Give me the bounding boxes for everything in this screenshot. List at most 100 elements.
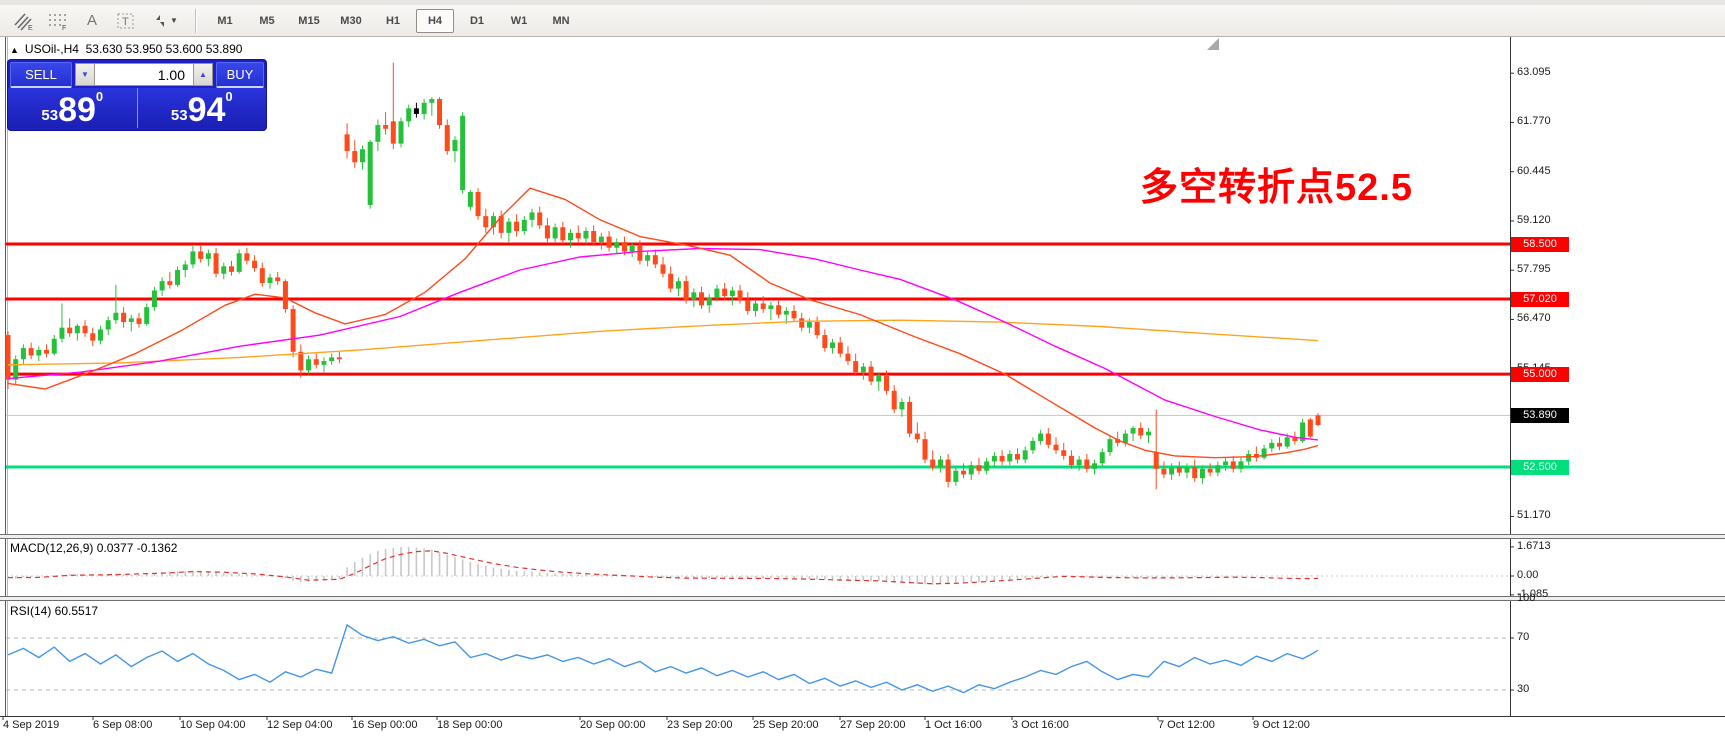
candle-body bbox=[598, 236, 604, 243]
candle-body bbox=[1261, 448, 1267, 458]
candle-body bbox=[290, 309, 296, 352]
candle-body bbox=[783, 310, 789, 315]
buy-button[interactable]: BUY bbox=[216, 61, 264, 88]
candle-body bbox=[398, 121, 404, 144]
candle-body bbox=[82, 325, 88, 334]
candle-body bbox=[1307, 419, 1313, 437]
price-tag-52.500[interactable]: 52.500 bbox=[1511, 459, 1569, 475]
time-tick-label: 4 Sep 2019 bbox=[3, 719, 60, 731]
candle-body bbox=[1176, 467, 1182, 473]
price-tick-label: 51.170 bbox=[1517, 509, 1551, 522]
candle-body bbox=[1068, 455, 1074, 466]
scroll-to-end-marker-icon bbox=[1207, 38, 1219, 50]
tf-button-m15[interactable]: M15 bbox=[298, 14, 320, 27]
candle-body bbox=[621, 242, 627, 252]
candle-body bbox=[51, 338, 57, 354]
tf-button-m30[interactable]: M30 bbox=[340, 14, 362, 27]
candle-body bbox=[1115, 439, 1121, 443]
candle-body bbox=[1292, 437, 1298, 442]
candle-body bbox=[159, 281, 165, 291]
candle-body bbox=[791, 310, 797, 319]
tf-button-h4[interactable]: H4 bbox=[416, 8, 454, 33]
candle-body bbox=[637, 245, 643, 261]
time-tick-label: 12 Sep 04:00 bbox=[267, 719, 333, 731]
text-box-tool-icon[interactable]: T bbox=[110, 8, 142, 34]
candle-body bbox=[1053, 444, 1059, 451]
candle-body bbox=[1169, 467, 1175, 475]
grid-tool-icon[interactable]: F bbox=[42, 8, 74, 34]
price-tick-label: 57.795 bbox=[1517, 263, 1551, 276]
candle-body bbox=[899, 401, 905, 410]
candle-body bbox=[1300, 422, 1306, 442]
tf-button-m5[interactable]: M5 bbox=[259, 14, 275, 27]
macd-tick-label: 1.6713 bbox=[1517, 539, 1551, 552]
price-tag-55.000[interactable]: 55.000 bbox=[1511, 366, 1569, 382]
candle-body bbox=[922, 439, 928, 460]
tf-button-w1[interactable]: W1 bbox=[510, 14, 528, 27]
candle-body bbox=[968, 465, 974, 475]
candle-body bbox=[514, 221, 520, 231]
panel-splitter-main-macd[interactable] bbox=[0, 534, 1725, 539]
price-tick-label: 63.095 bbox=[1517, 66, 1551, 79]
candle-body bbox=[860, 366, 866, 373]
candle-body bbox=[1192, 467, 1198, 479]
sell-button[interactable]: SELL bbox=[10, 61, 72, 88]
volume-increase-button[interactable]: ▲ bbox=[193, 63, 213, 86]
tf-button-h1[interactable]: H1 bbox=[385, 14, 401, 27]
candle-body bbox=[991, 455, 997, 462]
candle-body bbox=[1207, 468, 1213, 473]
candle-body bbox=[228, 266, 234, 272]
svg-text:E: E bbox=[28, 25, 33, 31]
dropdown-caret-icon[interactable]: ▼ bbox=[170, 16, 178, 25]
price-tag-53.890: 53.890 bbox=[1511, 407, 1569, 423]
tf-button-d1[interactable]: D1 bbox=[469, 14, 485, 27]
candle-body bbox=[868, 366, 874, 382]
tf-button-mn[interactable]: MN bbox=[552, 14, 570, 27]
price-tag-57.020[interactable]: 57.020 bbox=[1511, 291, 1569, 307]
sell-price-sup: 0 bbox=[95, 89, 104, 104]
price-tag-58.500[interactable]: 58.500 bbox=[1511, 236, 1569, 252]
buy-price-sup: 0 bbox=[225, 89, 233, 104]
candle-body bbox=[244, 253, 250, 261]
crosshair-draw-tool-icon[interactable]: E bbox=[8, 8, 40, 34]
arrow-objects-tool-icon[interactable]: ▼ bbox=[144, 8, 186, 34]
candle-body bbox=[275, 277, 281, 282]
candle-body bbox=[614, 242, 620, 248]
candle-body bbox=[537, 212, 543, 226]
panel-splitter-macd-rsi[interactable] bbox=[0, 596, 1725, 601]
tf-button-m1[interactable]: M1 bbox=[217, 14, 233, 27]
sell-price-display[interactable]: 53 89 0 bbox=[8, 88, 138, 128]
candle-body bbox=[1030, 441, 1036, 451]
macd-tick-label: 0.00 bbox=[1517, 569, 1539, 581]
volume-input[interactable]: 1.00 bbox=[95, 63, 193, 86]
candle-body bbox=[645, 255, 651, 261]
candle-body bbox=[552, 227, 558, 239]
candle-body bbox=[691, 292, 697, 300]
candle-body bbox=[1153, 452, 1159, 469]
candle-body bbox=[1045, 433, 1051, 445]
candle-body bbox=[74, 325, 80, 334]
text-label-tool-icon[interactable]: A bbox=[86, 12, 97, 29]
candle-body bbox=[521, 219, 527, 231]
candle-body bbox=[830, 342, 836, 349]
candle-body bbox=[321, 361, 327, 365]
candle-body bbox=[1284, 437, 1290, 447]
candle-body bbox=[591, 230, 597, 243]
candle-body bbox=[1014, 454, 1020, 460]
candle-body bbox=[1161, 468, 1167, 475]
candle-body bbox=[729, 290, 735, 297]
collapse-panel-icon[interactable]: ▲ bbox=[10, 45, 19, 55]
volume-decrease-button[interactable]: ▼ bbox=[75, 63, 95, 86]
candle-body bbox=[97, 329, 103, 341]
candle-body bbox=[1215, 465, 1221, 473]
candle-body bbox=[891, 390, 897, 410]
candle-body bbox=[460, 115, 466, 191]
candle-body bbox=[683, 281, 689, 300]
candle-body bbox=[776, 305, 782, 315]
candle-body bbox=[675, 281, 681, 289]
chart-text-annotation: 多空转折点52.5 bbox=[1140, 167, 1413, 209]
candle-body bbox=[1145, 431, 1151, 436]
buy-price-display[interactable]: 53 94 0 bbox=[137, 88, 266, 128]
candle-body bbox=[36, 349, 42, 356]
